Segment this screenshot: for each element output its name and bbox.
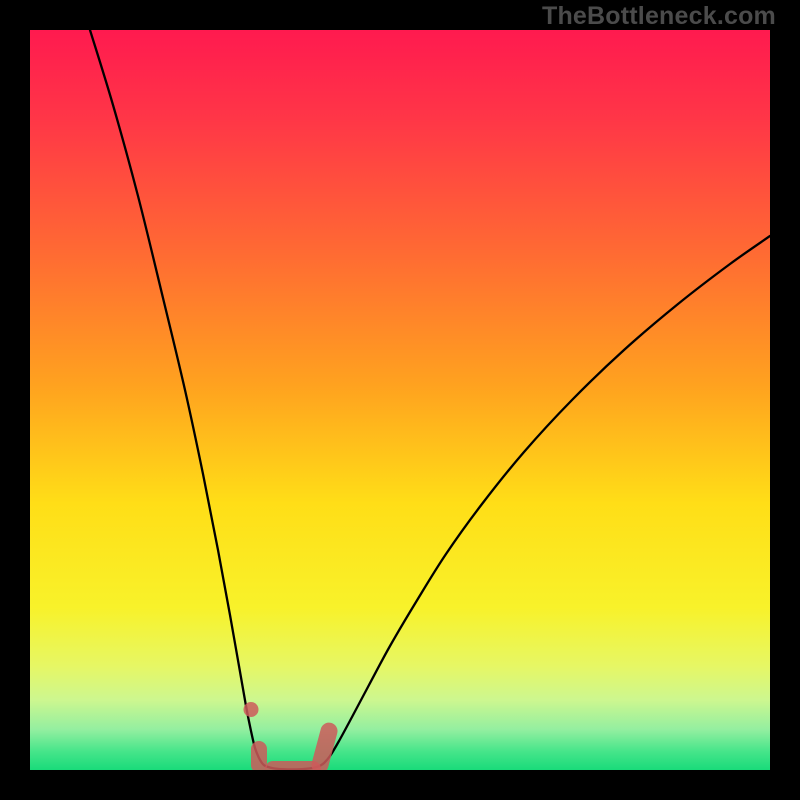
plot-area — [30, 30, 770, 770]
marker-left-pill — [251, 741, 267, 770]
marker-dot — [244, 702, 259, 717]
watermark-text: TheBottleneck.com — [542, 2, 776, 31]
chart-frame: TheBottleneck.com — [0, 0, 800, 800]
markers-svg — [30, 30, 770, 770]
marker-right-pill — [310, 721, 340, 770]
